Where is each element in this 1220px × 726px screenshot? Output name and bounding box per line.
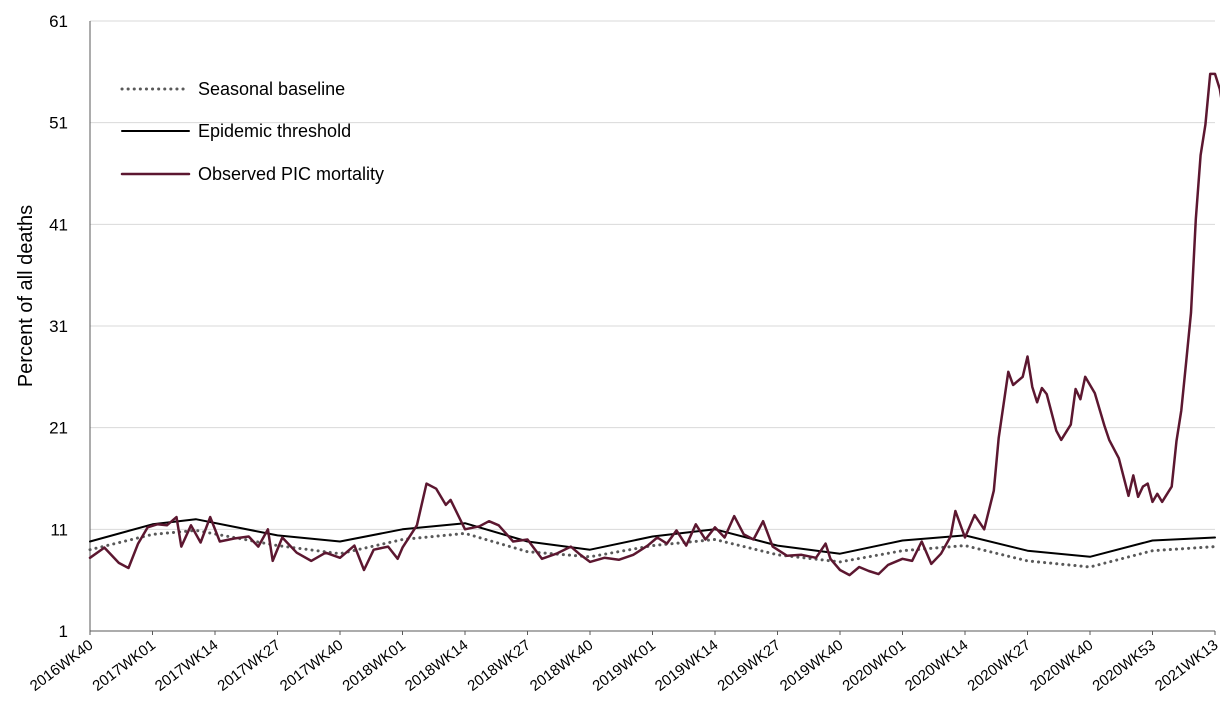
- x-tick-label: 2020WK01: [839, 637, 909, 695]
- x-tick-label: 2017WK40: [277, 637, 347, 695]
- x-tick-label: 2017WK14: [152, 637, 222, 695]
- y-tick-label: 11: [50, 520, 68, 539]
- y-tick-label: 51: [49, 114, 68, 133]
- x-tick-label: 2016WK40: [27, 637, 97, 695]
- y-axis-label: Percent of all deaths: [15, 205, 37, 387]
- legend-label: Observed PIC mortality: [198, 164, 384, 184]
- series-line-seasonal-baseline: [88, 528, 1217, 569]
- x-tick-label: 2020WK53: [1089, 637, 1159, 695]
- x-tick-label: 2017WK01: [89, 637, 159, 695]
- y-tick-label: 21: [49, 419, 68, 438]
- x-tick-label: 2019WK40: [777, 637, 847, 695]
- legend: Seasonal baseline Epidemic threshold Obser…: [120, 79, 384, 184]
- x-tick-label: 2020WK40: [1027, 637, 1097, 695]
- series-layer: [88, 72, 1220, 577]
- legend-label: Seasonal baseline: [198, 79, 345, 99]
- x-tick-label: 2020WK27: [964, 637, 1034, 695]
- y-tick-label: 61: [49, 12, 68, 31]
- y-tick-label: 1: [59, 622, 68, 641]
- y-tick-label: 41: [49, 215, 68, 234]
- x-tick-label: 2019WK01: [589, 637, 659, 695]
- x-tick-label: 2018WK01: [339, 637, 409, 695]
- grid-lines: [90, 20, 1215, 530]
- series-line-epidemic-threshold: [89, 518, 1216, 558]
- x-tick-label: 2018WK40: [527, 637, 597, 695]
- series-line-observed-pic-mortality: [88, 72, 1220, 577]
- legend-label: Epidemic threshold: [198, 121, 351, 141]
- y-tick-label: 31: [49, 317, 68, 336]
- x-tick-label: 2019WK14: [652, 637, 722, 695]
- x-tick-label: 2018WK14: [402, 637, 472, 695]
- x-tick-label: 2021WK13: [1152, 637, 1220, 695]
- x-tick-label: 2018WK27: [464, 637, 534, 695]
- x-tick-label: 2020WK14: [902, 637, 972, 695]
- x-tick-label: 2017WK27: [214, 637, 284, 695]
- x-tick-labels: 2016WK402017WK012017WK142017WK272017WK40…: [27, 631, 1220, 695]
- x-tick-label: 2019WK27: [714, 637, 784, 695]
